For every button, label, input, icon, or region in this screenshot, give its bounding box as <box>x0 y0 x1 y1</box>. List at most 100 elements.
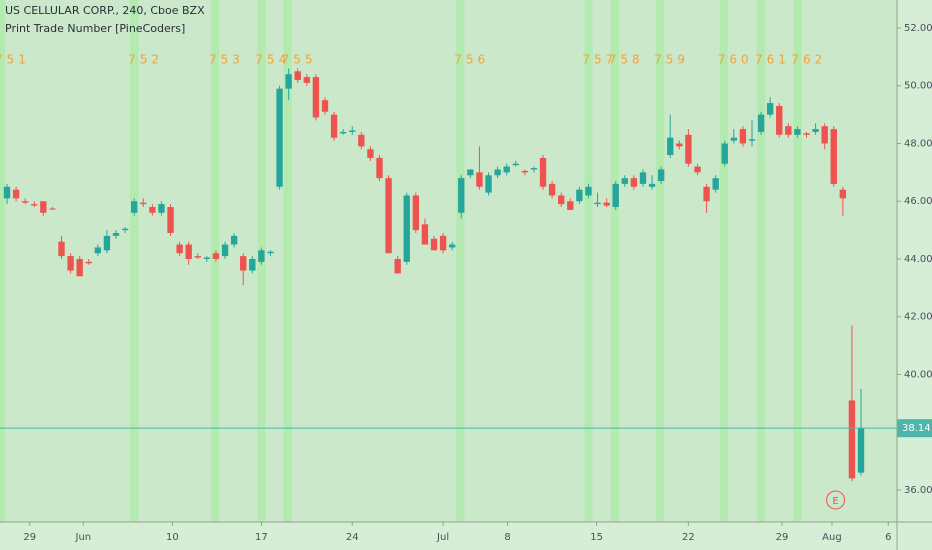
candle-body <box>185 244 192 259</box>
candle-body <box>748 139 756 141</box>
candle-body <box>312 77 320 118</box>
price-tag-label: 38.14 <box>902 423 931 434</box>
candle-body <box>630 178 638 187</box>
candle-body <box>85 261 92 264</box>
candle-body <box>339 131 347 134</box>
candle-body <box>285 74 292 89</box>
candle-body <box>539 157 547 187</box>
candle-body <box>594 202 601 205</box>
candle-body <box>276 88 283 187</box>
candle-body <box>221 244 229 257</box>
candle-body <box>576 189 583 202</box>
candle-body <box>530 168 538 170</box>
y-tick-label: 46.00 <box>904 196 932 207</box>
grid <box>29 27 901 526</box>
trade-number: 757 <box>582 53 617 67</box>
candle-body <box>803 133 810 135</box>
candle-body <box>31 204 38 206</box>
candle-body <box>58 241 65 257</box>
x-tick-label: 29 <box>23 532 36 543</box>
trade-number: 760 <box>718 53 753 67</box>
x-tick-label: 15 <box>590 532 603 543</box>
candle-body <box>448 244 456 248</box>
candle-body <box>412 195 420 231</box>
time-axis-bg <box>0 522 932 550</box>
candle-body <box>140 202 147 205</box>
x-tick-label: 10 <box>166 532 179 543</box>
candle-body <box>167 207 174 233</box>
candle-body <box>40 201 47 213</box>
candle-body <box>258 250 265 262</box>
candle-body <box>776 105 783 135</box>
x-tick-label: 6 <box>885 532 891 543</box>
candle-body <box>548 183 556 196</box>
price-axis-bg <box>897 0 932 550</box>
candle-body <box>794 129 801 135</box>
candle-body <box>267 251 274 254</box>
candle-body <box>848 400 856 479</box>
candle-body <box>612 183 619 208</box>
candle-body <box>131 201 138 213</box>
signal-band <box>0 0 6 522</box>
candle-body <box>112 232 120 236</box>
candle-body <box>176 244 183 254</box>
candle-body <box>385 178 392 254</box>
y-tick-label: 52.00 <box>904 23 932 34</box>
candle-body <box>358 134 365 147</box>
candle-body <box>648 183 656 187</box>
candle-body <box>458 178 465 213</box>
candle-body <box>12 189 20 199</box>
trade-number: 756 <box>454 53 489 67</box>
x-tick-label: 8 <box>504 532 510 543</box>
candle-body <box>149 207 156 213</box>
candle-body <box>494 169 501 176</box>
candle-body <box>757 114 765 132</box>
candle-body <box>376 157 383 179</box>
candle-body <box>712 178 719 190</box>
candle-body <box>367 149 374 158</box>
candle-body <box>812 129 819 132</box>
candle-body <box>430 238 438 251</box>
candle-body <box>467 169 474 176</box>
candle-body <box>730 137 738 141</box>
candle-body <box>349 130 356 132</box>
candle-body <box>657 169 665 182</box>
signal-band <box>793 0 802 522</box>
y-tick-label: 48.00 <box>904 138 932 149</box>
candle-body <box>694 166 701 173</box>
trade-number: 761 <box>755 53 790 67</box>
candle-body <box>521 170 529 173</box>
candle-body <box>212 253 220 259</box>
candle-body <box>158 204 165 213</box>
candle-body <box>830 129 837 184</box>
x-tick-label: 29 <box>776 532 789 543</box>
earnings-label: E <box>832 496 838 507</box>
candle-body <box>249 258 256 271</box>
trade-number: 759 <box>654 53 689 67</box>
x-tick-label: 24 <box>346 532 359 543</box>
candle-body <box>394 258 401 274</box>
signal-band <box>756 0 766 522</box>
candle-body <box>194 256 201 258</box>
candle-body <box>76 258 83 277</box>
candle-body <box>67 256 74 271</box>
y-tick-label: 50.00 <box>904 81 932 92</box>
candle-body <box>667 137 674 156</box>
signal-band <box>130 0 139 522</box>
chart-title: US CELLULAR CORP., 240, Cboe BZX <box>5 4 205 17</box>
candle-body <box>585 186 592 196</box>
trade-number: 762 <box>791 53 826 67</box>
candle-body <box>439 235 447 251</box>
candle-body <box>685 134 692 164</box>
candle-body <box>676 143 683 147</box>
indicator-name: Print Trade Number [PineCoders] <box>5 22 185 35</box>
signal-band <box>656 0 665 522</box>
trade-number: 754 <box>255 53 290 67</box>
x-tick-label: 17 <box>255 532 268 543</box>
candle-body <box>485 175 492 193</box>
price-tag <box>897 419 932 438</box>
trade-number: 758 <box>609 53 644 67</box>
candle-body <box>558 195 565 205</box>
signal-band <box>610 0 619 522</box>
